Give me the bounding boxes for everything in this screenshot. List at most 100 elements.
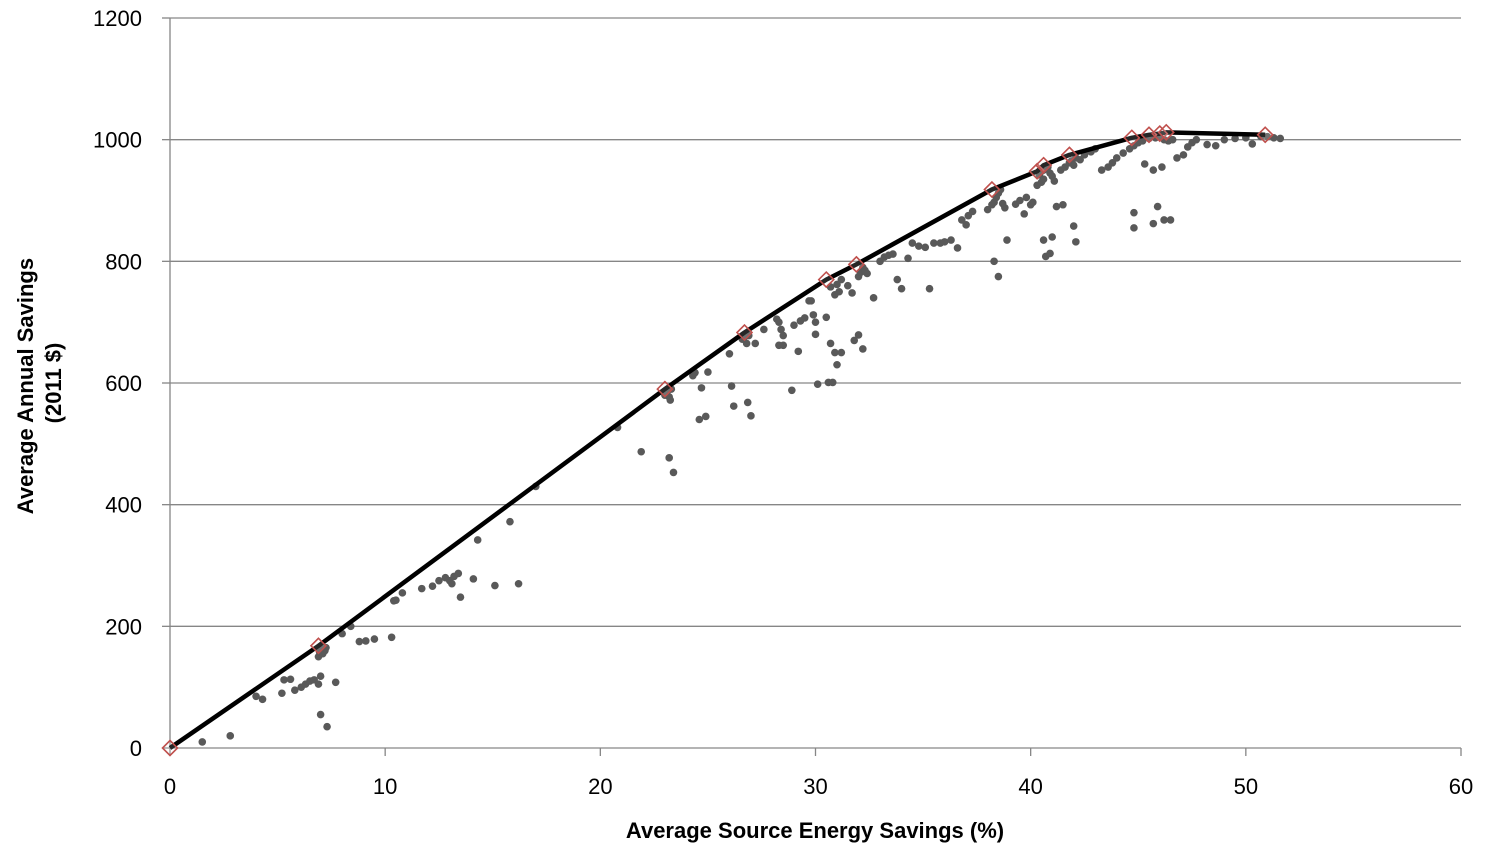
data-point xyxy=(777,325,785,334)
data-point xyxy=(779,341,788,350)
frontier-line xyxy=(168,130,1266,750)
data-point xyxy=(729,402,738,410)
data-point xyxy=(469,575,478,583)
data-point xyxy=(1119,149,1127,157)
x-tick-label: 20 xyxy=(588,774,612,799)
data-point xyxy=(428,582,437,590)
data-point xyxy=(1138,137,1147,145)
x-axis-title: Average Source Energy Savings (%) xyxy=(626,818,1004,843)
data-point xyxy=(837,275,846,284)
data-point xyxy=(1160,216,1168,224)
data-point xyxy=(258,695,267,704)
data-point xyxy=(697,384,706,392)
data-point xyxy=(800,314,809,322)
data-point xyxy=(727,382,736,390)
data-point xyxy=(1069,161,1078,170)
data-point xyxy=(1097,166,1106,174)
data-point xyxy=(370,635,379,643)
y-axis-title: Average Annual Savings (2011 $) xyxy=(13,252,66,514)
data-point xyxy=(893,275,902,284)
data-point xyxy=(843,281,852,290)
x-tick-label: 60 xyxy=(1449,774,1473,799)
data-point xyxy=(848,289,856,297)
data-point xyxy=(448,579,456,588)
data-point xyxy=(290,686,299,695)
data-point xyxy=(1231,134,1239,143)
data-point xyxy=(807,297,815,305)
data-point xyxy=(1050,177,1059,185)
data-point xyxy=(1203,140,1211,149)
data-point xyxy=(1168,135,1177,144)
y-axis-title-line-2: (2011 $) xyxy=(41,343,66,424)
data-point xyxy=(491,581,499,590)
frontier-marker xyxy=(1034,156,1053,174)
data-point xyxy=(889,250,897,258)
data-point xyxy=(1248,140,1257,148)
data-point xyxy=(456,593,465,601)
data-point xyxy=(863,269,871,278)
data-point xyxy=(794,347,803,356)
data-point xyxy=(637,447,646,456)
data-point xyxy=(1149,166,1158,174)
data-point xyxy=(831,348,839,357)
data-point xyxy=(1048,233,1056,241)
data-point xyxy=(953,244,962,252)
data-point xyxy=(280,676,288,684)
x-tick-label: 50 xyxy=(1234,774,1258,799)
y-tick-label: 800 xyxy=(105,249,142,274)
data-point xyxy=(322,643,330,652)
y-tick-label: 0 xyxy=(130,736,142,761)
data-point xyxy=(1059,200,1067,209)
data-point xyxy=(701,412,710,421)
data-point xyxy=(833,280,841,289)
data-point xyxy=(1003,236,1011,244)
frontier-marker xyxy=(309,637,328,655)
data-point xyxy=(355,637,364,646)
data-point xyxy=(362,637,370,645)
data-point xyxy=(252,692,260,701)
data-point xyxy=(833,360,841,369)
data-point xyxy=(826,339,835,348)
frontier-marker xyxy=(1060,146,1079,164)
frontier-marker xyxy=(817,270,835,289)
x-tick-label: 0 xyxy=(164,774,176,799)
data-point xyxy=(1016,196,1024,205)
data-point xyxy=(747,412,755,420)
data-point xyxy=(316,710,325,719)
data-point xyxy=(822,313,831,322)
frontier-series xyxy=(161,123,1274,757)
data-point xyxy=(1029,198,1037,207)
frontier-marker xyxy=(1123,129,1141,147)
data-point xyxy=(1276,134,1285,143)
data-point xyxy=(1173,154,1181,162)
data-point xyxy=(850,336,859,345)
data-point xyxy=(473,536,482,544)
data-point xyxy=(1046,249,1054,258)
data-point xyxy=(331,678,340,687)
data-point xyxy=(940,238,949,246)
frontier-marker xyxy=(735,323,754,342)
data-point xyxy=(811,318,820,326)
data-point xyxy=(417,584,426,593)
data-point xyxy=(666,396,675,404)
data-point xyxy=(278,689,286,698)
data-point xyxy=(454,569,463,578)
data-point xyxy=(958,216,966,224)
data-point xyxy=(742,339,751,348)
data-point xyxy=(506,517,514,526)
frontier-marker xyxy=(983,180,1001,199)
data-point xyxy=(387,633,396,642)
data-point xyxy=(1001,204,1009,212)
axes xyxy=(162,17,1462,756)
frontier-marker xyxy=(161,739,179,757)
data-point xyxy=(990,257,998,266)
x-tick-label: 40 xyxy=(1018,774,1042,799)
data-point xyxy=(669,468,678,477)
y-axis-title-line-1: Average Annual Savings xyxy=(13,258,38,514)
x-tick-label: 10 xyxy=(373,774,397,799)
data-point xyxy=(854,331,863,339)
data-point xyxy=(962,221,970,229)
data-point xyxy=(930,239,938,247)
data-point xyxy=(1153,202,1162,211)
data-point xyxy=(1211,141,1220,150)
